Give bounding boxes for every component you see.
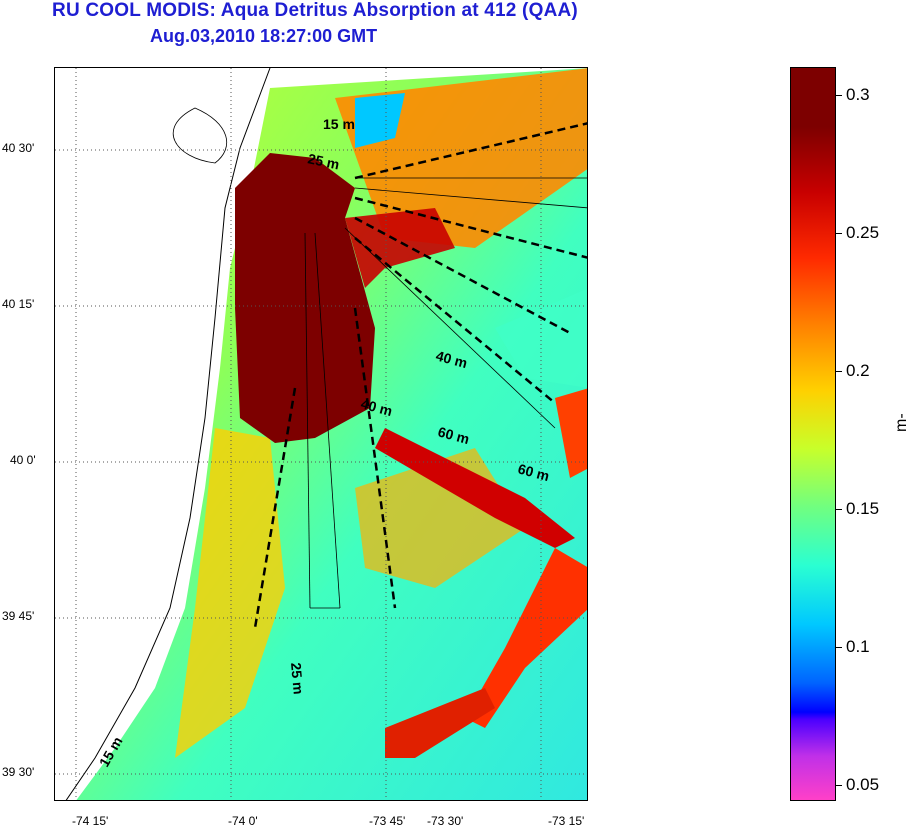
- depth-label-40m-mid: 40 m: [359, 395, 394, 419]
- colorbar-tick: [836, 785, 842, 786]
- red-band-3: [385, 688, 495, 758]
- colorbar-label-0-25: 0.25: [846, 223, 880, 242]
- colorbar-tick: [836, 509, 842, 510]
- warm-patch-coast: [175, 428, 285, 758]
- chart-subtitle: Aug.03,2010 18:27:00 GMT: [150, 26, 378, 46]
- depth-label-25m-south: 25 m: [288, 662, 307, 695]
- colorbar-label-0-1: 0.1: [846, 637, 870, 656]
- red-band-4: [555, 388, 587, 478]
- depth-label-40m-east: 40 m: [434, 347, 469, 371]
- cyan-patch-e: [495, 288, 587, 388]
- depth-label-25m-north: 25 m: [306, 150, 341, 172]
- colorbar-tick: [836, 233, 842, 234]
- lat-tick-40-15: 40 15': [2, 297, 35, 311]
- lat-tick-40-30: 40 30': [2, 141, 35, 155]
- red-band-2: [465, 548, 587, 728]
- cyan-patch-n: [355, 93, 405, 148]
- depth-label-15m-north: 15 m: [323, 116, 355, 132]
- colorbar: [790, 67, 836, 801]
- sediment-plume: [235, 153, 375, 443]
- colorbar-label-0-3: 0.3: [846, 85, 870, 104]
- red-band-1: [375, 428, 575, 548]
- colorbar-tick: [836, 371, 842, 372]
- colorbar-label-0-15: 0.15: [846, 499, 880, 518]
- bay-outline: [172, 107, 228, 164]
- colorbar-label-0-05: 0.05: [846, 775, 880, 794]
- colorbar-tick: [836, 647, 842, 648]
- lon-tick-74-0: -74 0': [228, 814, 258, 828]
- lat-tick-40-0: 40 0': [10, 453, 36, 467]
- lon-tick-73-15: -73 15': [548, 814, 585, 828]
- map-panel[interactable]: 15 m 25 m 40 m 40 m 60 m 60 m 25 m 15 m: [54, 67, 588, 801]
- depth-label-60m-mid: 60 m: [436, 423, 471, 447]
- lat-tick-39-45: 39 45': [2, 609, 35, 623]
- depth-label-60m-east: 60 m: [516, 460, 551, 484]
- colorbar-unit: m-1: [893, 413, 910, 432]
- colorbar-label-0-2: 0.2: [846, 361, 870, 380]
- colorbar-tick: [836, 95, 842, 96]
- chart-title: RU COOL MODIS: Aqua Detritus Absorption …: [52, 0, 578, 21]
- coastline: [65, 68, 271, 800]
- lat-tick-39-30: 39 30': [2, 765, 35, 779]
- lon-tick-74-15: -74 15': [72, 814, 109, 828]
- land-nj: [55, 68, 270, 800]
- lon-tick-73-30: -73 30': [427, 814, 464, 828]
- lon-tick-73-45: -73 45': [369, 814, 406, 828]
